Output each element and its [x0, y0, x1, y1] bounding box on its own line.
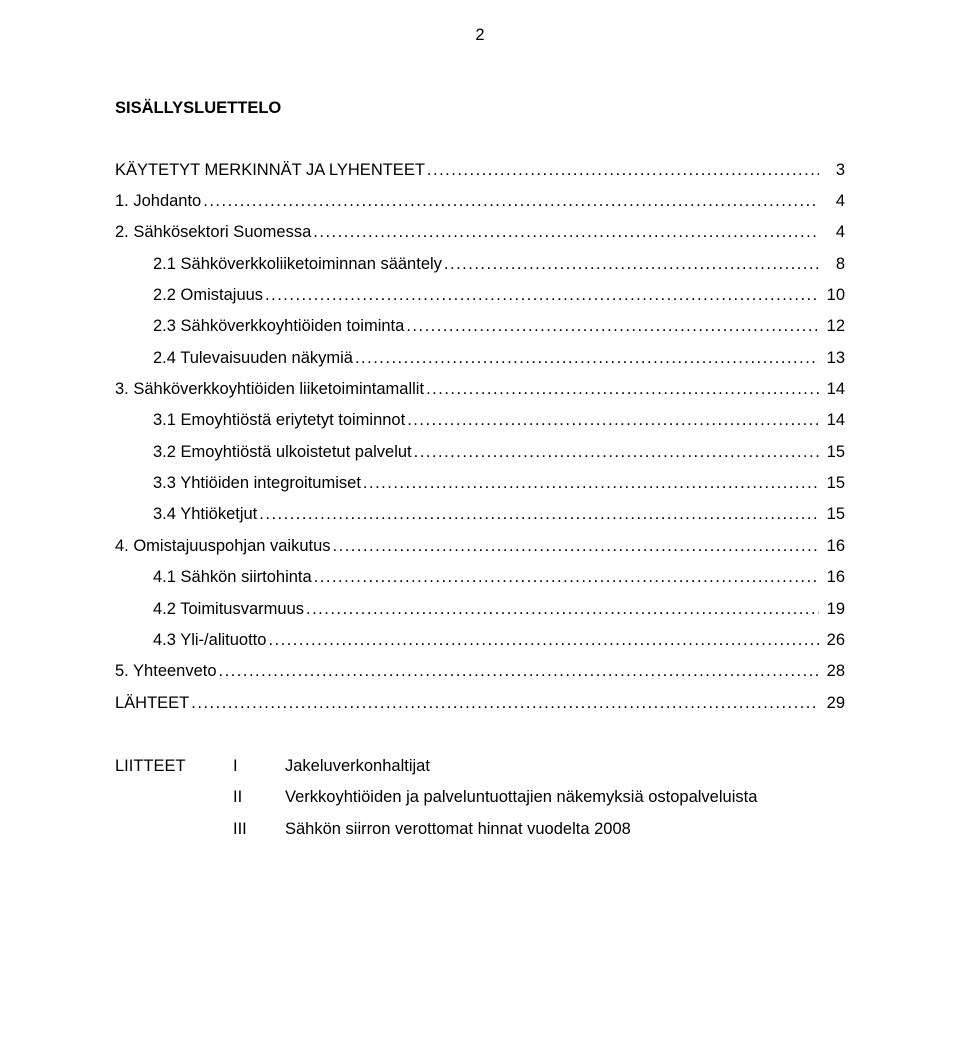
toc-leader-dots — [406, 311, 819, 342]
toc-entry-page: 16 — [821, 562, 845, 593]
toc-entry: 3.2 Emoyhtiöstä ulkoistetut palvelut 15 — [115, 437, 845, 468]
toc-entry-page: 26 — [821, 625, 845, 656]
toc-leader-dots — [407, 405, 819, 436]
toc-entry-page: 13 — [821, 343, 845, 374]
toc-entry-page: 12 — [821, 311, 845, 342]
document-page: 2 SISÄLLYSLUETTELO KÄYTETYT MERKINNÄT JA… — [0, 0, 960, 1044]
toc-entry-page: 15 — [821, 468, 845, 499]
toc-entry: 5. Yhteenveto 28 — [115, 656, 845, 687]
toc-entry-label: 3.3 Yhtiöiden integroitumiset — [153, 468, 361, 499]
toc-entry-page: 19 — [821, 594, 845, 625]
toc-leader-dots — [333, 531, 819, 562]
toc-leader-dots — [306, 594, 819, 625]
toc-entry: 2.2 Omistajuus 10 — [115, 280, 845, 311]
toc-entry-label: 2.1 Sähköverkkoliiketoiminnan sääntely — [153, 249, 442, 280]
toc-entry-page: 29 — [821, 688, 845, 719]
toc-entry-page: 3 — [821, 155, 845, 186]
toc-entry-page: 15 — [821, 499, 845, 530]
toc-entry: 4.3 Yli-/alituotto 26 — [115, 625, 845, 656]
toc-entry: 4.1 Sähkön siirtohinta 16 — [115, 562, 845, 593]
appendix-roman: II — [233, 782, 285, 813]
toc-entry-label: 2.2 Omistajuus — [153, 280, 263, 311]
toc-entry-page: 16 — [821, 531, 845, 562]
toc-entry: 2. Sähkösektori Suomessa 4 — [115, 217, 845, 248]
toc-entry-label: 3. Sähköverkkoyhtiöiden liiketoimintamal… — [115, 374, 424, 405]
toc-entry-label: 2. Sähkösektori Suomessa — [115, 217, 311, 248]
toc-entry-label: 3.4 Yhtiöketjut — [153, 499, 257, 530]
toc-entry-label: 4.2 Toimitusvarmuus — [153, 594, 304, 625]
appendix-section: LIITTEET IJakeluverkonhaltijatIIVerkkoyh… — [115, 751, 845, 845]
toc-entry: 3.4 Yhtiöketjut 15 — [115, 499, 845, 530]
toc-entry: LÄHTEET 29 — [115, 688, 845, 719]
toc-leader-dots — [219, 656, 819, 687]
appendix-desc: Jakeluverkonhaltijat — [285, 751, 845, 782]
toc-entry: 2.3 Sähköverkkoyhtiöiden toiminta 12 — [115, 311, 845, 342]
toc-entry-label: 4.1 Sähkön siirtohinta — [153, 562, 312, 593]
toc-entry-label: 2.3 Sähköverkkoyhtiöiden toiminta — [153, 311, 404, 342]
toc-leader-dots — [444, 249, 819, 280]
toc-list: KÄYTETYT MERKINNÄT JA LYHENTEET31. Johda… — [115, 155, 845, 719]
toc-entry-page: 14 — [821, 405, 845, 436]
toc-leader-dots — [313, 217, 819, 248]
toc-entry-label: 3.1 Emoyhtiöstä eriytetyt toiminnot — [153, 405, 405, 436]
toc-entry-label: 1. Johdanto — [115, 186, 201, 217]
appendix-roman: III — [233, 814, 285, 845]
appendix-roman: I — [233, 751, 285, 782]
toc-entry: 2.4 Tulevaisuuden näkymiä 13 — [115, 343, 845, 374]
toc-title: SISÄLLYSLUETTELO — [115, 93, 845, 124]
toc-entry-label: 2.4 Tulevaisuuden näkymiä — [153, 343, 353, 374]
toc-leader-dots — [191, 688, 819, 719]
appendix-entry: IJakeluverkonhaltijat — [233, 751, 845, 782]
toc-entry: 4.2 Toimitusvarmuus 19 — [115, 594, 845, 625]
appendix-desc: Verkkoyhtiöiden ja palveluntuottajien nä… — [285, 782, 845, 813]
appendix-entry: IIISähkön siirron verottomat hinnat vuod… — [233, 814, 845, 845]
toc-entry: 4. Omistajuuspohjan vaikutus 16 — [115, 531, 845, 562]
toc-leader-dots — [259, 499, 819, 530]
toc-leader-dots — [203, 186, 819, 217]
toc-entry-page: 14 — [821, 374, 845, 405]
toc-leader-dots — [427, 155, 819, 186]
toc-entry: 3. Sähköverkkoyhtiöiden liiketoimintamal… — [115, 374, 845, 405]
toc-entry-page: 4 — [821, 217, 845, 248]
toc-leader-dots — [314, 562, 819, 593]
toc-entry-label: 3.2 Emoyhtiöstä ulkoistetut palvelut — [153, 437, 412, 468]
toc-leader-dots — [355, 343, 819, 374]
toc-leader-dots — [268, 625, 819, 656]
toc-entry-page: 10 — [821, 280, 845, 311]
toc-entry-label: 4.3 Yli-/alituotto — [153, 625, 266, 656]
toc-entry: 1. Johdanto 4 — [115, 186, 845, 217]
toc-entry-page: 4 — [821, 186, 845, 217]
page-number: 2 — [115, 20, 845, 51]
toc-entry: 3.3 Yhtiöiden integroitumiset 15 — [115, 468, 845, 499]
appendix-desc: Sähkön siirron verottomat hinnat vuodelt… — [285, 814, 845, 845]
toc-leader-dots — [414, 437, 819, 468]
toc-entry-page: 15 — [821, 437, 845, 468]
appendix-list: IJakeluverkonhaltijatIIVerkkoyhtiöiden j… — [233, 751, 845, 845]
toc-entry: KÄYTETYT MERKINNÄT JA LYHENTEET 3 — [115, 155, 845, 186]
toc-leader-dots — [426, 374, 819, 405]
appendix-heading: LIITTEET — [115, 751, 233, 845]
toc-entry: 2.1 Sähköverkkoliiketoiminnan sääntely 8 — [115, 249, 845, 280]
toc-entry-label: 4. Omistajuuspohjan vaikutus — [115, 531, 331, 562]
toc-entry-page: 8 — [821, 249, 845, 280]
toc-entry-label: LÄHTEET — [115, 688, 189, 719]
toc-leader-dots — [363, 468, 819, 499]
toc-entry: 3.1 Emoyhtiöstä eriytetyt toiminnot 14 — [115, 405, 845, 436]
appendix-entry: IIVerkkoyhtiöiden ja palveluntuottajien … — [233, 782, 845, 813]
toc-entry-label: KÄYTETYT MERKINNÄT JA LYHENTEET — [115, 155, 425, 186]
toc-leader-dots — [265, 280, 819, 311]
toc-entry-label: 5. Yhteenveto — [115, 656, 217, 687]
toc-entry-page: 28 — [821, 656, 845, 687]
